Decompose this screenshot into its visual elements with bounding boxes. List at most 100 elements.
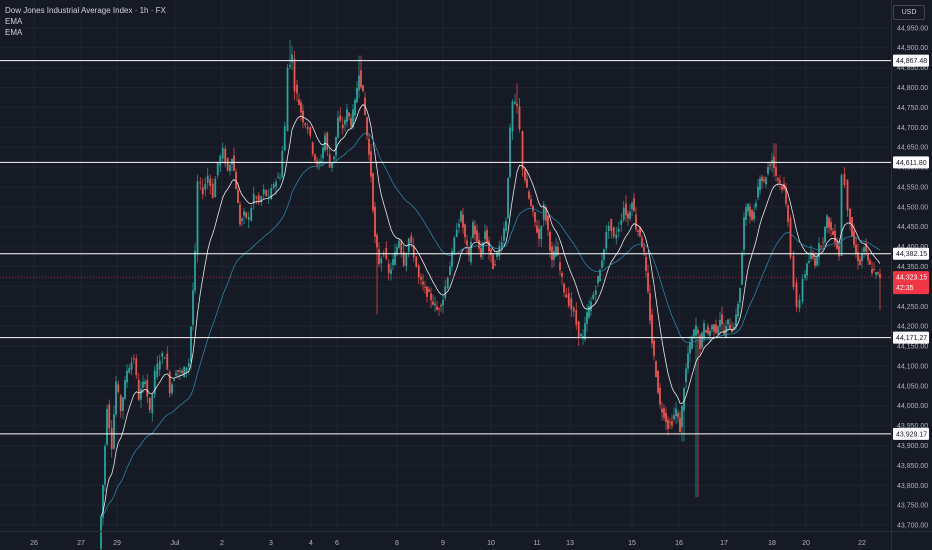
candle bbox=[394, 243, 396, 266]
candle bbox=[286, 63, 289, 132]
symbol-title[interactable]: Dow Jones Industrial Average Index · 1h … bbox=[5, 6, 166, 15]
candle-body bbox=[838, 245, 840, 257]
candle bbox=[104, 443, 106, 492]
candle bbox=[528, 189, 530, 200]
candle bbox=[204, 177, 207, 197]
candle-body bbox=[677, 412, 679, 418]
candle-body bbox=[503, 228, 505, 241]
candle bbox=[669, 417, 671, 429]
candle-body bbox=[737, 303, 739, 317]
indicator-ema-2[interactable]: EMA bbox=[5, 28, 23, 37]
candle bbox=[161, 351, 164, 364]
candle-body bbox=[561, 272, 563, 277]
candle-body bbox=[641, 237, 643, 248]
y-tick-label: 43,950.00 bbox=[897, 423, 928, 430]
candle-body bbox=[721, 314, 723, 325]
candle bbox=[400, 239, 403, 258]
candle bbox=[767, 161, 769, 176]
candle bbox=[366, 116, 368, 140]
candle bbox=[358, 55, 360, 99]
candle-body bbox=[597, 276, 599, 284]
candle bbox=[534, 211, 536, 228]
candle-body bbox=[126, 370, 128, 383]
level-label-bg bbox=[893, 54, 929, 67]
x-tick-label: 26 bbox=[30, 540, 38, 547]
last-price-label: 44,323.15 bbox=[896, 275, 927, 282]
candle-body bbox=[671, 421, 673, 426]
candle-body bbox=[302, 110, 304, 123]
candle bbox=[709, 328, 711, 342]
candle-body bbox=[354, 99, 356, 116]
candle-body bbox=[335, 136, 337, 156]
candle-body bbox=[865, 243, 867, 252]
candle-body bbox=[171, 384, 173, 394]
candle-body bbox=[175, 373, 177, 376]
candle-body bbox=[665, 413, 667, 423]
candle-body bbox=[769, 164, 771, 167]
candle bbox=[689, 336, 691, 363]
y-tick-label: 44,800.00 bbox=[897, 85, 928, 92]
candle bbox=[822, 237, 824, 250]
candle bbox=[392, 253, 394, 271]
candle bbox=[526, 170, 528, 188]
candle-body bbox=[368, 138, 370, 155]
candle bbox=[826, 213, 828, 234]
currency-label[interactable]: USD bbox=[893, 5, 925, 20]
candle bbox=[211, 177, 214, 200]
candle-body bbox=[590, 301, 592, 312]
candle-body bbox=[545, 207, 547, 221]
candle bbox=[199, 177, 202, 191]
ema-slow-line bbox=[100, 132, 881, 517]
candle-body bbox=[449, 266, 451, 276]
candle-body bbox=[601, 260, 603, 268]
candle-body bbox=[428, 289, 430, 292]
candle bbox=[617, 222, 620, 238]
candle bbox=[653, 336, 655, 361]
candle bbox=[530, 194, 532, 208]
candle-body bbox=[627, 213, 629, 219]
candle-body bbox=[765, 177, 767, 185]
candles bbox=[100, 39, 881, 550]
x-tick-label: 17 bbox=[720, 540, 728, 547]
candle-body bbox=[460, 211, 462, 222]
candle-body bbox=[757, 186, 759, 198]
candle-body bbox=[657, 370, 659, 393]
candle-body bbox=[309, 127, 312, 136]
candle-body bbox=[115, 381, 117, 415]
candle-body bbox=[659, 387, 661, 405]
candle bbox=[390, 262, 392, 281]
candle-body bbox=[719, 319, 721, 327]
candle bbox=[376, 232, 378, 315]
candle bbox=[255, 195, 258, 205]
candle-body bbox=[122, 397, 124, 411]
candle-body bbox=[410, 235, 413, 243]
candle-body bbox=[396, 247, 398, 255]
candle bbox=[168, 369, 171, 398]
candle bbox=[588, 299, 590, 320]
candle-body bbox=[663, 408, 665, 418]
x-tick-label: 27 bbox=[77, 540, 85, 547]
candle-body bbox=[496, 252, 498, 257]
candle bbox=[681, 405, 683, 442]
candle-body bbox=[785, 187, 787, 204]
candle-body bbox=[643, 247, 645, 252]
candle-body bbox=[808, 260, 810, 263]
candle bbox=[446, 276, 449, 290]
candle bbox=[590, 296, 592, 316]
candle bbox=[830, 217, 832, 237]
candle-body bbox=[331, 162, 333, 168]
candle-body bbox=[836, 241, 838, 249]
candle-body bbox=[685, 368, 687, 382]
candle-body bbox=[749, 206, 751, 217]
candle-body bbox=[444, 286, 447, 298]
candle bbox=[247, 211, 250, 229]
candle-body bbox=[442, 299, 444, 306]
candle-body bbox=[412, 245, 415, 258]
candle bbox=[547, 214, 549, 237]
candle bbox=[679, 411, 681, 433]
candle-body bbox=[775, 167, 777, 176]
level-label: 44,382.15 bbox=[896, 251, 927, 258]
candle-body bbox=[100, 516, 102, 549]
indicator-ema-1[interactable]: EMA bbox=[5, 17, 23, 26]
